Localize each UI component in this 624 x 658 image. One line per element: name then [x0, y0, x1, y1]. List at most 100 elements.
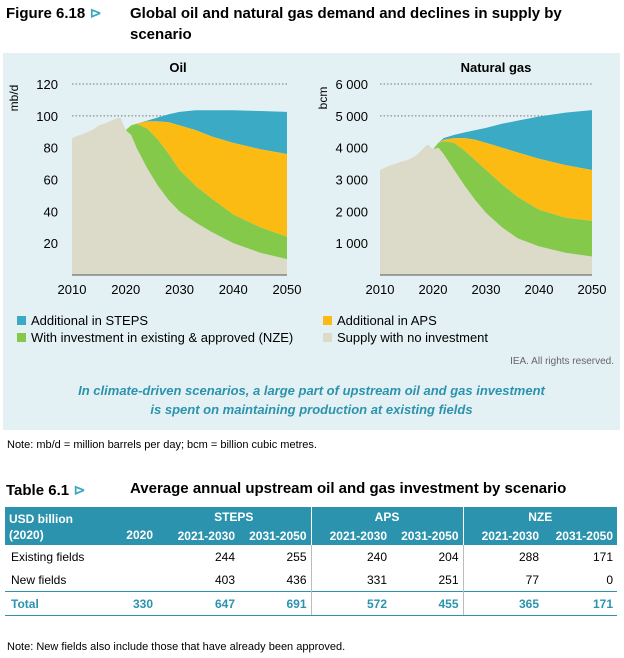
- area-additional-aps: [433, 138, 592, 221]
- table-row-total: Total 330 647 691 572 455 365 171: [5, 591, 617, 616]
- x-tick-label: 2050: [578, 282, 607, 297]
- table-cell: 288: [462, 545, 543, 568]
- legend-label-steps: Additional in STEPS: [31, 313, 149, 328]
- x-tick-label: 2020: [111, 282, 140, 297]
- y-tick-label: 2 000: [335, 204, 368, 219]
- table-label: Table 6.1 ⊳: [6, 481, 86, 499]
- table-cell: 0: [606, 572, 613, 587]
- table-cell: 204: [438, 549, 459, 564]
- y-tick-label: 60: [44, 173, 58, 188]
- table-note: Note: New fields also include those that…: [7, 641, 346, 653]
- area-additional-aps: [125, 121, 287, 237]
- copyright-credit: IEA. All rights reserved.: [510, 356, 614, 367]
- area-no-investment: [380, 144, 592, 275]
- table-number: Table 6.1: [6, 482, 70, 499]
- chart-title: Oil: [169, 60, 186, 75]
- y-tick-label: 20: [44, 236, 58, 251]
- x-tick-label: 2040: [525, 282, 554, 297]
- table-row-new-fields: New fields 403 436 331 251 77 0: [5, 568, 617, 592]
- legend-item-no-investment: Supply with no investment: [323, 330, 488, 345]
- header-group-aps: APS: [310, 507, 463, 526]
- table-cell: 77: [462, 568, 543, 592]
- area-no-investment: [72, 117, 287, 275]
- table-cell: 240: [310, 545, 391, 568]
- cell-2020: [113, 545, 157, 568]
- y-tick-label: 6 000: [335, 77, 368, 92]
- figure-note: Note: mb/d = million barrels per day; bc…: [7, 439, 317, 451]
- y-axis-label: mb/d: [7, 85, 21, 112]
- table-cell: 255: [286, 549, 307, 564]
- table-arrow-icon: ⊳: [73, 482, 86, 499]
- y-tick-label: 120: [36, 77, 58, 92]
- chart-natural-gas: Natural gas bcm 2010 2020 2030 2040 2050 1 000 2…: [316, 60, 606, 297]
- x-tick-label: 2030: [472, 282, 501, 297]
- legend-item-steps: Additional in STEPS: [17, 313, 148, 328]
- legend-label-aps: Additional in APS: [337, 313, 437, 328]
- legend-swatch-aps: [323, 316, 332, 325]
- figure-label: Figure 6.18 ⊳: [6, 4, 102, 22]
- area-nze-investment: [433, 141, 592, 257]
- cell-2020: [113, 568, 157, 592]
- row-label: New fields: [11, 572, 67, 587]
- table-cell: 365: [462, 591, 543, 616]
- figure-number: Figure 6.18: [6, 5, 86, 22]
- x-tick-label: 2020: [419, 282, 448, 297]
- table-cell: 647: [157, 591, 239, 616]
- table-cell: 244: [214, 549, 235, 564]
- header-group-steps: STEPS: [157, 507, 311, 526]
- legend-label-no-investment: Supply with no investment: [337, 330, 489, 345]
- table-cell: 403: [214, 572, 235, 587]
- table-cell: 436: [286, 572, 307, 587]
- table-cell: 171: [592, 549, 613, 564]
- y-tick-label: 5 000: [335, 109, 368, 124]
- header-period: 2021-2030: [310, 526, 391, 545]
- y-tick-label: 40: [44, 204, 58, 219]
- table-cell: 691: [239, 591, 311, 616]
- figure-title: Global oil and natural gas demand and de…: [130, 5, 562, 43]
- x-tick-label: 2050: [273, 282, 302, 297]
- area-additional-steps: [433, 110, 592, 170]
- x-tick-label: 2010: [366, 282, 395, 297]
- table-cell: 251: [438, 572, 459, 587]
- x-tick-label: 2040: [219, 282, 248, 297]
- y-tick-label: 1 000: [335, 236, 368, 251]
- table-row-existing-fields: Existing fields 244 255 240 204 288 171: [5, 545, 617, 568]
- header-2020: 2020: [113, 507, 157, 545]
- x-tick-label: 2010: [58, 282, 87, 297]
- legend-item-nze: With investment in existing & approved (…: [17, 330, 293, 345]
- figure-caption: In climate-driven scenarios, a large par…: [3, 381, 620, 419]
- caption-line-1: In climate-driven scenarios, a large par…: [78, 383, 545, 398]
- table-cell: 331: [310, 568, 391, 592]
- table-cell: 455: [391, 591, 463, 616]
- cell-2020: 330: [113, 591, 157, 616]
- row-label: Existing fields: [11, 549, 85, 564]
- chart-title: Natural gas: [461, 60, 532, 75]
- y-tick-label: 4 000: [335, 141, 368, 156]
- y-tick-label: 100: [36, 109, 58, 124]
- table-title: Average annual upstream oil and gas inve…: [130, 480, 567, 497]
- header-period: 2021-2030: [157, 526, 239, 545]
- table-cell: 572: [310, 591, 391, 616]
- y-axis-label: bcm: [316, 87, 330, 110]
- y-tick-label: 3 000: [335, 173, 368, 188]
- investment-table: USD billion (2020) 2020 STEPS APS NZE 20…: [5, 507, 617, 616]
- caption-line-2: is spent on maintaining production at ex…: [150, 402, 473, 417]
- table-corner-header: USD billion (2020): [5, 507, 113, 545]
- legend-swatch-steps: [17, 316, 26, 325]
- area-additional-steps: [125, 110, 287, 155]
- legend-swatch-no-investment: [323, 333, 332, 342]
- legend-label-nze: With investment in existing & approved (…: [31, 330, 294, 345]
- header-period: 2031-2050: [391, 526, 463, 545]
- legend-swatch-nze: [17, 333, 26, 342]
- area-nze-investment: [125, 123, 287, 260]
- header-period: 2021-2030: [462, 526, 543, 545]
- legend-item-aps: Additional in APS: [323, 313, 437, 328]
- header-period: 2031-2050: [239, 526, 311, 545]
- table-cell: 171: [543, 591, 617, 616]
- header-group-nze: NZE: [462, 507, 617, 526]
- y-tick-label: 80: [44, 141, 58, 156]
- header-period: 2031-2050: [543, 526, 617, 545]
- x-tick-label: 2030: [165, 282, 194, 297]
- row-label: Total: [5, 591, 113, 616]
